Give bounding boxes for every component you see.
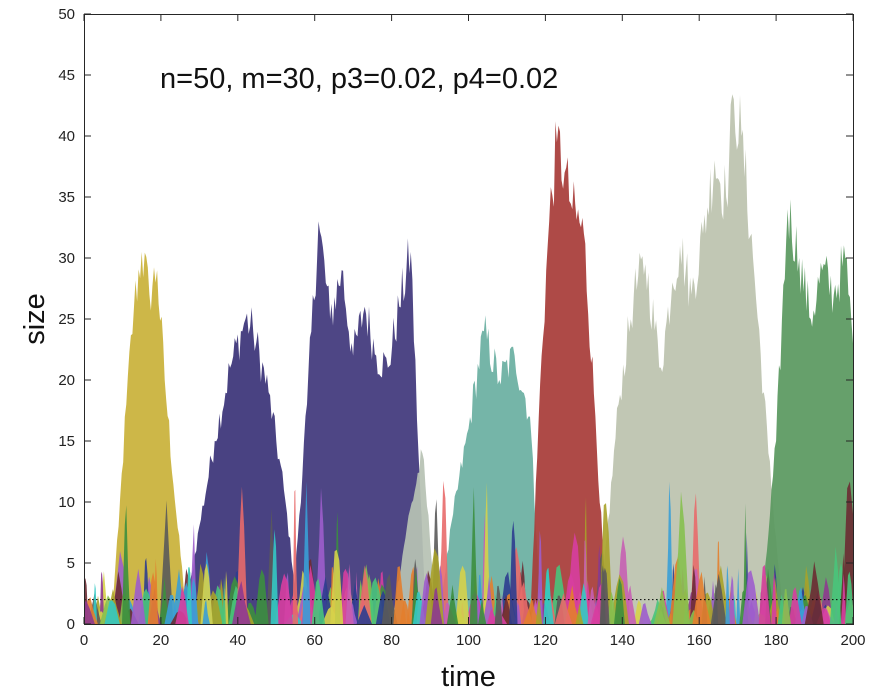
x-tick-label: 200 [840,632,865,649]
small-series [189,578,199,624]
small-series [728,575,735,624]
small-series [536,530,543,624]
small-series [638,603,652,624]
small-series [455,565,470,624]
y-tick-label: 35 [58,189,75,206]
small-series [311,578,325,624]
small-series [781,588,791,624]
small-series [509,520,518,624]
small-series [478,597,487,624]
small-series [302,481,311,624]
small-series [104,600,120,624]
x-tick-label: 140 [610,632,635,649]
small-series [614,578,625,624]
y-tick-label: 45 [58,67,75,84]
small-series [845,571,853,624]
small-series [494,585,503,624]
small-series [804,561,824,624]
area-series-5 [437,315,542,624]
x-tick-label: 180 [764,632,789,649]
small-series [672,491,690,624]
small-series [356,604,372,624]
small-series [186,566,192,624]
small-series [425,548,444,624]
area-series-1 [110,251,188,624]
small-series [275,573,294,624]
small-series [840,573,847,624]
area-series-8 [760,199,853,624]
small-series [575,602,584,624]
x-axis-label: time [441,661,496,693]
small-series [232,581,251,624]
small-series [599,565,606,624]
small-series-group [84,480,853,624]
small-series [535,597,543,624]
x-tick-label: 80 [383,632,400,649]
y-tick-label: 0 [67,616,75,633]
small-series [393,566,407,624]
small-series [771,571,777,624]
small-series [292,489,299,624]
small-series [713,584,719,624]
small-series [84,600,95,624]
small-series [202,599,210,624]
small-series [159,500,174,624]
small-series [357,565,372,624]
small-series [523,597,541,624]
small-series [200,563,213,624]
small-series [381,573,398,624]
small-series [254,569,269,624]
x-tick-label: 20 [153,632,170,649]
chart-annotation: n=50, m=30, p3=0.02, p4=0.02 [160,63,558,95]
y-tick-label: 5 [67,555,75,572]
small-series [606,591,617,624]
small-series [736,568,741,624]
small-series [446,584,459,624]
x-tick-label: 0 [80,632,88,649]
area-series-6 [530,121,607,624]
y-tick-label: 10 [58,494,75,511]
small-series [122,505,131,624]
y-tick-label: 15 [58,433,75,450]
small-series [742,570,760,624]
small-series [222,577,226,624]
y-tick-label: 40 [58,128,75,145]
small-series [657,611,667,624]
x-tick-label: 120 [533,632,558,649]
x-tick-label: 160 [687,632,712,649]
small-series [758,564,771,624]
y-tick-label: 30 [58,250,75,267]
small-series [469,487,478,624]
y-tick-label: 20 [58,372,75,389]
small-series [130,568,146,624]
small-series [499,595,513,624]
y-tick-label: 50 [58,6,75,23]
y-axis: 0 5 10 15 20 25 30 35 40 45 50 [58,6,853,633]
small-series [554,593,573,624]
small-series [665,481,673,624]
small-series [330,549,344,624]
x-tick-label: 60 [306,632,323,649]
small-series [430,587,443,624]
area-series-3 [291,221,427,624]
x-axis: 0 20 40 60 80 100 120 140 160 180 200 [80,14,866,649]
small-series [99,571,105,624]
small-series [725,565,730,624]
y-tick-label: 25 [58,311,75,328]
small-series [788,587,802,624]
small-series [270,529,279,624]
y-axis-label: size [19,293,51,345]
area-series-7 [599,94,784,624]
small-series [653,587,670,624]
x-tick-label: 40 [229,632,246,649]
small-series [692,571,711,624]
x-tick-label: 100 [456,632,481,649]
small-series [175,586,189,624]
small-series [147,572,159,624]
small-series [543,567,554,624]
small-series [829,546,842,624]
small-series [345,563,354,624]
